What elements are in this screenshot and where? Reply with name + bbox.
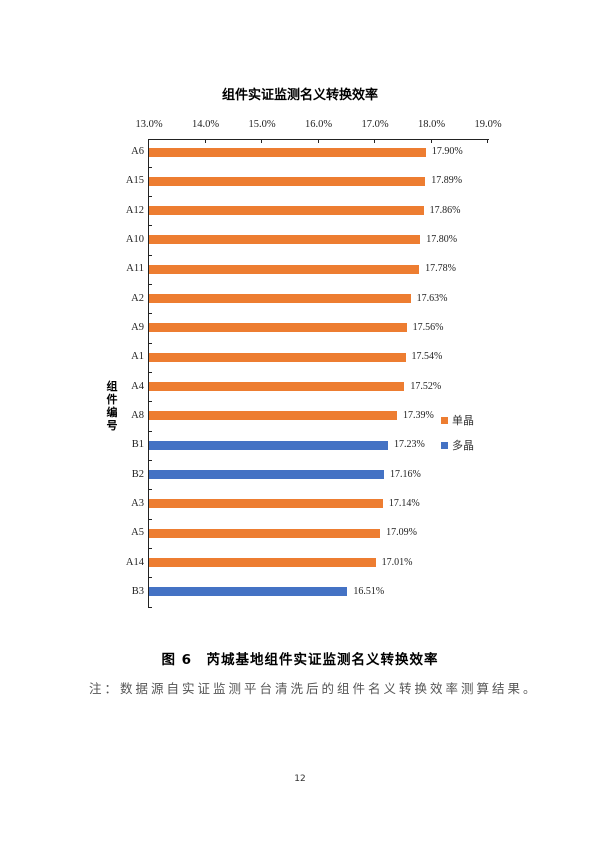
x-tick-label: 14.0% xyxy=(191,119,220,130)
y-tick xyxy=(148,313,152,315)
legend-label-mono: 单晶 xyxy=(452,414,474,427)
bar-value-label: 17.39% xyxy=(403,409,434,421)
y-category-label: A15 xyxy=(125,175,144,187)
bar-B1 xyxy=(149,440,388,450)
y-category-label: B3 xyxy=(131,585,144,597)
y-category-label: A4 xyxy=(131,380,144,392)
x-tick-label: 13.0% xyxy=(135,119,163,130)
bar-value-label: 16.51% xyxy=(353,585,385,597)
bar-A2 xyxy=(149,294,411,304)
bar-value-label: 17.86% xyxy=(429,204,461,216)
figure-note: 注：数据源自实证监测平台清洗后的组件名义转换效率测算结果。 xyxy=(89,681,539,696)
y-category-label: A14 xyxy=(125,556,144,568)
bar-value-label: 17.56% xyxy=(412,321,444,333)
bar-value-label: 17.09% xyxy=(386,527,417,539)
x-axis-line xyxy=(148,139,489,140)
legend-swatch-mono xyxy=(441,416,448,424)
bar-B2 xyxy=(149,470,385,480)
y-category-label: A11 xyxy=(126,263,144,275)
y-category-label: A5 xyxy=(131,527,144,539)
y-tick xyxy=(148,577,152,579)
bar-A8 xyxy=(149,411,398,421)
bar-A15 xyxy=(149,176,426,186)
y-tick xyxy=(148,518,152,520)
y-category-label: A6 xyxy=(131,146,144,157)
bar-value-label: 17.52% xyxy=(410,380,442,392)
bar-A6 xyxy=(149,147,426,157)
y-tick xyxy=(148,342,152,344)
x-tick xyxy=(317,139,319,143)
y-tick xyxy=(148,401,152,403)
legend-label-poly: 多晶 xyxy=(452,439,474,452)
x-tick-label: 17.0% xyxy=(361,119,389,130)
bar-A10 xyxy=(149,235,421,245)
x-tick xyxy=(204,139,206,143)
legend-item-mono: 单晶 xyxy=(441,412,474,428)
bar-value-label: 17.14% xyxy=(388,497,420,509)
y-category-label: A9 xyxy=(131,321,144,333)
bar-value-label: 17.63% xyxy=(416,292,448,304)
y-category-label: A2 xyxy=(131,292,144,304)
y-tick xyxy=(148,430,152,432)
bar-value-label: 17.80% xyxy=(426,233,458,245)
x-tick-label: 19.0% xyxy=(474,119,502,130)
chart-title: 组件实证监测名义转换效率 xyxy=(221,88,378,103)
bar-A1 xyxy=(149,352,406,362)
y-category-label: B1 xyxy=(131,439,144,451)
y-tick xyxy=(148,489,152,491)
y-tick xyxy=(148,459,152,461)
y-category-label: A10 xyxy=(125,233,144,245)
bar-A5 xyxy=(149,528,381,538)
bar-value-label: 17.90% xyxy=(431,146,463,157)
y-tick xyxy=(148,195,152,197)
bar-A11 xyxy=(149,264,420,274)
bar-value-label: 17.01% xyxy=(381,556,413,568)
bar-value-label: 17.78% xyxy=(425,263,456,275)
y-tick xyxy=(148,166,152,168)
y-category-label: A12 xyxy=(125,204,144,216)
legend-item-poly: 多晶 xyxy=(441,437,474,453)
page-number: 12 xyxy=(294,774,306,784)
figure-caption: 图 6 芮城基地组件实证监测名义转换效率 xyxy=(161,652,439,668)
y-axis-title: 组件编号 xyxy=(106,380,118,432)
bar-value-label: 17.89% xyxy=(431,175,463,187)
x-tick xyxy=(487,139,488,143)
x-tick-label: 15.0% xyxy=(248,119,276,130)
y-category-label: B2 xyxy=(131,468,144,480)
bar-B3 xyxy=(149,587,348,597)
y-tick xyxy=(148,606,152,608)
y-tick xyxy=(148,371,152,373)
y-tick xyxy=(148,225,152,227)
bar-value-label: 17.16% xyxy=(390,468,421,480)
y-category-label: A1 xyxy=(131,351,144,363)
bar-A4 xyxy=(149,382,405,392)
x-tick-label: 18.0% xyxy=(417,119,446,130)
y-tick xyxy=(148,283,152,285)
y-axis-line xyxy=(148,139,149,607)
bar-A3 xyxy=(149,499,383,509)
bar-A9 xyxy=(149,323,407,333)
y-category-label: A8 xyxy=(131,409,144,421)
y-category-label: A3 xyxy=(131,497,144,509)
bar-A12 xyxy=(149,206,424,216)
x-tick xyxy=(261,139,262,143)
y-tick xyxy=(148,547,152,549)
x-tick-label: 16.0% xyxy=(304,119,333,130)
x-tick xyxy=(374,139,375,143)
legend-swatch-poly xyxy=(441,441,448,449)
bar-value-label: 17.54% xyxy=(411,351,443,363)
y-tick xyxy=(148,254,152,256)
bar-A14 xyxy=(149,558,376,568)
x-tick xyxy=(430,139,432,143)
bar-value-label: 17.23% xyxy=(393,439,425,451)
